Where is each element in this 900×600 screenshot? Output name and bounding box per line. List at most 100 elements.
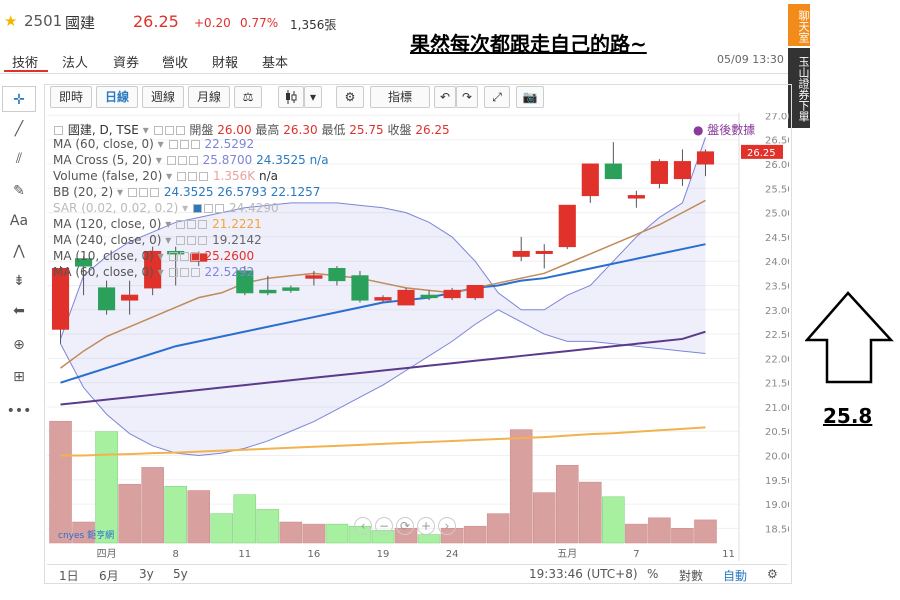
pattern-icon[interactable]: ⋀ xyxy=(13,243,25,259)
y-tick-label: 21.50 xyxy=(765,379,789,390)
tab-financials[interactable]: 財報 xyxy=(212,56,239,71)
candle-body xyxy=(673,161,692,180)
interval-monthly-button[interactable]: 月線 xyxy=(188,86,230,108)
brush-icon[interactable]: ✎ xyxy=(13,183,25,199)
undo-icon[interactable]: ↶ xyxy=(434,86,456,108)
redo-icon[interactable]: ↷ xyxy=(456,86,478,108)
volume-bar xyxy=(233,494,257,544)
parallel-lines-icon[interactable]: ⫽ xyxy=(15,151,23,167)
y-tick-label: 20.50 xyxy=(765,427,789,438)
settings-gear-icon[interactable]: ⚙ xyxy=(336,86,364,108)
candle-body xyxy=(420,294,438,299)
x-tick-label: 24 xyxy=(446,549,459,560)
range-1d-button[interactable]: 1日 xyxy=(59,569,79,583)
up-arrow-annotation-icon xyxy=(805,291,894,384)
legend-toggle-box[interactable] xyxy=(153,126,163,135)
volume-bar xyxy=(579,481,602,544)
candle-body xyxy=(512,250,530,257)
legend-volume: Volume (false, 20) ▾ 1.356K n/a xyxy=(53,169,279,183)
close-value: 26.25 xyxy=(415,123,450,137)
x-tick-label: 四月 xyxy=(97,548,117,560)
legend-toggle-box[interactable] xyxy=(175,126,185,135)
interval-realtime-button[interactable]: 即時 xyxy=(50,86,92,108)
fibonacci-icon[interactable]: ⇟ xyxy=(13,273,25,289)
volume-bar xyxy=(671,528,694,544)
legend-bb: BB (20, 2) ▾ 24.3525 26.5793 22.1257 xyxy=(53,185,321,199)
tab-margin[interactable]: 資券 xyxy=(113,56,140,71)
last-price-label: 26.25 xyxy=(747,148,776,159)
zoom-in-icon[interactable]: + xyxy=(417,517,435,535)
candle-body xyxy=(328,267,346,282)
price-change-pct: 0.77% xyxy=(240,16,279,30)
compare-icon[interactable]: ⚖ xyxy=(234,86,262,108)
legend-sar: SAR (0.02, 0.02, 0.2) ▾ 24.4290 xyxy=(53,201,279,215)
log-scale-button[interactable]: 對數 xyxy=(679,569,704,583)
trendline-icon[interactable]: ╱ xyxy=(14,121,24,137)
volume-bar xyxy=(210,513,234,544)
indicators-button[interactable]: 指標 xyxy=(370,86,430,108)
scroll-right-icon[interactable]: › xyxy=(438,517,456,535)
y-tick-label: 26.00 xyxy=(765,160,789,171)
y-tick-label: 26.50 xyxy=(765,136,789,147)
range-3y-button[interactable]: 3y xyxy=(139,567,154,581)
reset-icon[interactable]: ⟳ xyxy=(396,517,414,535)
legend-ma240: MA (240, close, 0) ▾ 19.2142 xyxy=(53,233,262,247)
candle-body xyxy=(144,250,162,289)
more-tools-icon[interactable]: ••• xyxy=(6,403,32,419)
interval-weekly-button[interactable]: 週線 xyxy=(142,86,184,108)
favorite-star-icon[interactable]: ★ xyxy=(4,12,18,30)
x-tick-label: 7 xyxy=(633,549,639,560)
chatroom-side-tab[interactable]: 聊天室 xyxy=(788,4,810,46)
legend-ma60-2: MA (60, close, 0) ▾ 22.5292 xyxy=(53,265,255,279)
range-5y-button[interactable]: 5y xyxy=(173,567,188,581)
tab-technical[interactable]: 技術 xyxy=(12,56,39,71)
zoom-out-icon[interactable]: − xyxy=(375,517,393,535)
y-tick-label: 19.00 xyxy=(765,500,789,511)
candle-body xyxy=(650,161,668,184)
after-hours-data-link[interactable]: ● 盤後數據 xyxy=(693,123,756,137)
y-tick-label: 23.00 xyxy=(765,306,789,317)
volume-bar xyxy=(694,519,717,544)
scroll-left-icon[interactable]: ‹ xyxy=(354,517,372,535)
chart-frame xyxy=(44,84,792,584)
legend-toggle-box[interactable] xyxy=(164,126,174,135)
tab-revenue[interactable]: 營收 xyxy=(162,56,189,71)
footer-settings-icon[interactable]: ⚙ xyxy=(767,567,778,581)
tab-divider xyxy=(0,73,790,74)
indicator-legend: 國建, D, TSE ▾ 開盤 26.00 最高 26.30 最低 25.75 … xyxy=(47,113,787,283)
arrow-left-icon[interactable]: ⬅ xyxy=(13,303,25,319)
zoom-in-icon[interactable]: ⊕ xyxy=(13,337,25,353)
candle-body xyxy=(397,289,415,306)
crosshair-icon[interactable]: ✛ xyxy=(2,86,36,112)
chevron-down-icon[interactable]: ▾ xyxy=(304,86,322,108)
candle-body xyxy=(259,289,277,294)
tab-institutional[interactable]: 法人 xyxy=(62,56,89,71)
measure-icon[interactable]: ⊞ xyxy=(13,369,25,385)
target-value-annotation: 25.8 xyxy=(823,404,873,428)
fullscreen-icon[interactable]: ⤢ xyxy=(484,86,510,108)
interval-daily-button[interactable]: 日線 xyxy=(96,86,138,108)
clock-time: 19:33:46 (UTC+8) xyxy=(529,567,638,581)
range-6m-button[interactable]: 6月 xyxy=(99,569,119,583)
y-tick-label: 24.50 xyxy=(765,233,789,244)
text-tool-icon[interactable]: Aa xyxy=(9,213,29,229)
volume-bar xyxy=(279,521,303,544)
volume-bar xyxy=(532,492,556,544)
volume-bar xyxy=(187,490,210,544)
tab-basic[interactable]: 基本 xyxy=(262,56,289,71)
auto-scale-button[interactable]: 自動 xyxy=(723,569,748,583)
broker-order-side-tab[interactable]: 玉山證券下單 xyxy=(788,48,810,128)
candle-style-icon[interactable] xyxy=(278,86,304,108)
legend-main: 國建, D, TSE ▾ 開盤 26.00 最高 26.30 最低 25.75 … xyxy=(53,121,450,138)
camera-icon[interactable]: 📷 xyxy=(516,86,544,108)
y-tick-label: 20.00 xyxy=(765,452,789,463)
volume-bar xyxy=(72,521,95,544)
percent-scale-button[interactable]: % xyxy=(647,567,659,581)
price-change: +0.20 xyxy=(194,16,231,30)
y-tick-label: 27.00 xyxy=(765,113,789,122)
legend-dropdown[interactable]: ▾ xyxy=(142,123,149,137)
close-label: 收盤 xyxy=(387,123,412,137)
volume-bar xyxy=(118,483,141,544)
candle-body xyxy=(466,284,484,299)
legend-toggle-box[interactable] xyxy=(54,126,63,135)
